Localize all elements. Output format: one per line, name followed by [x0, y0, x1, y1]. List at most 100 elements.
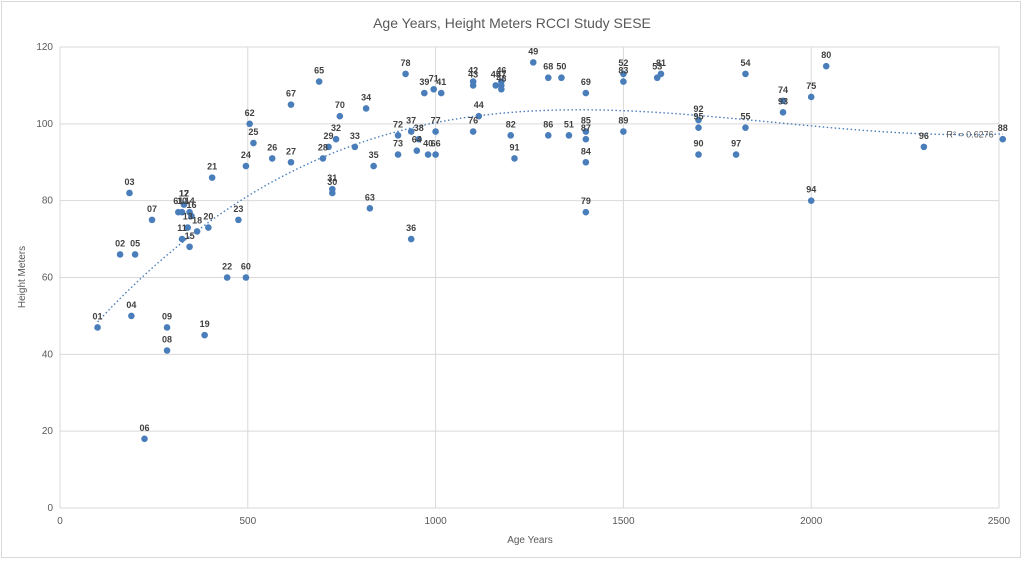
data-point-label: 68 [543, 62, 553, 72]
data-point-label: 06 [140, 423, 150, 433]
data-point [807, 93, 815, 101]
data-point-label: 26 [267, 142, 277, 152]
data-point-label: 46 [496, 66, 506, 76]
data-point-label: 90 [694, 139, 704, 149]
x-tick-label: 1500 [612, 516, 635, 527]
data-point [163, 324, 171, 331]
data-point-label: 66 [431, 139, 441, 149]
data-point-label: 22 [222, 262, 232, 272]
data-point-label: 34 [361, 92, 371, 102]
data-point-label: 20 [203, 212, 213, 222]
data-point-label: 18 [192, 215, 202, 225]
data-point-label: 85 [581, 116, 591, 126]
data-point [336, 112, 344, 120]
data-point-label: 32 [331, 123, 341, 133]
chart-title: Age Years, Height Meters RCCI Study SESE [373, 15, 651, 31]
data-point-label: 40 [423, 139, 433, 149]
data-point [180, 201, 188, 208]
data-point [415, 135, 422, 143]
data-point [582, 135, 590, 143]
data-point [223, 274, 231, 281]
data-point [742, 70, 749, 78]
data-point [695, 116, 702, 124]
data-point-label: 39 [419, 77, 429, 87]
data-point-label: 11 [177, 223, 187, 233]
data-point [822, 62, 830, 70]
data-point-label: 16 [186, 200, 196, 210]
y-tick-label: 120 [36, 42, 53, 53]
data-point-label: 42 [468, 66, 478, 76]
data-point-label: 15 [185, 231, 195, 241]
data-point [779, 97, 787, 105]
data-point [184, 224, 192, 231]
data-point-label: 49 [528, 46, 538, 56]
data-point-label: 33 [350, 131, 360, 141]
gridlines [59, 46, 1000, 509]
data-point-label: 55 [740, 112, 750, 122]
data-point [287, 158, 295, 166]
data-point [469, 82, 477, 89]
data-point [498, 85, 505, 93]
data-point-label: 30 [327, 177, 337, 187]
data-point [582, 89, 590, 97]
data-point-label: 21 [207, 162, 217, 172]
data-point-label: 01 [93, 311, 103, 321]
data-point-label: 13 [183, 212, 193, 222]
data-point-label: 96 [919, 131, 929, 141]
data-point-label: 19 [200, 319, 210, 329]
data-point [421, 89, 428, 97]
data-point [407, 128, 415, 135]
x-tick-label: 1000 [424, 516, 447, 527]
data-point-label: 93 [778, 96, 788, 106]
data-point [807, 197, 815, 204]
x-axis-title: Age Years [507, 535, 553, 546]
data-point-label: 92 [694, 104, 704, 114]
data-point [188, 212, 195, 220]
y-axis-title: Height Meters [17, 246, 28, 308]
data-point-label: 65 [314, 66, 324, 76]
data-point [128, 312, 135, 320]
data-point-label: 51 [564, 119, 574, 129]
data-point-label: 53 [652, 62, 662, 72]
data-point [351, 143, 359, 151]
data-point [141, 435, 148, 443]
data-point-label: 05 [130, 238, 140, 248]
data-point [319, 155, 327, 162]
data-point-label: 97 [731, 139, 741, 149]
data-point-label: 45 [491, 69, 501, 79]
x-tick-label: 2500 [988, 516, 1011, 527]
data-point [126, 189, 133, 197]
data-point [325, 143, 332, 151]
data-point-label: 91 [509, 142, 519, 152]
data-point [657, 70, 665, 78]
data-point-label: 02 [115, 238, 125, 248]
data-point [999, 135, 1007, 143]
data-point [742, 124, 749, 131]
data-point-label: 44 [474, 100, 484, 110]
data-point [529, 59, 537, 66]
data-point [582, 208, 590, 216]
data-point [424, 151, 432, 158]
data-point [250, 139, 257, 147]
data-point [178, 235, 186, 243]
data-point-label: 10 [177, 196, 187, 206]
data-point-label: 38 [414, 123, 424, 133]
data-point [94, 324, 101, 331]
data-point [732, 151, 740, 158]
data-point [332, 135, 340, 143]
data-point-label: 12 [179, 189, 189, 199]
data-point-label: 64 [412, 135, 422, 145]
data-point [432, 151, 439, 158]
data-point [268, 155, 276, 162]
data-point-label: 23 [233, 204, 243, 214]
data-point [235, 216, 242, 224]
data-point-label: 37 [406, 116, 416, 126]
data-point [362, 105, 370, 112]
data-point [205, 224, 212, 231]
data-point-label: 31 [327, 173, 337, 183]
y-tick-label: 80 [42, 196, 54, 207]
data-point [695, 151, 702, 158]
data-point-label: 47 [496, 69, 506, 79]
